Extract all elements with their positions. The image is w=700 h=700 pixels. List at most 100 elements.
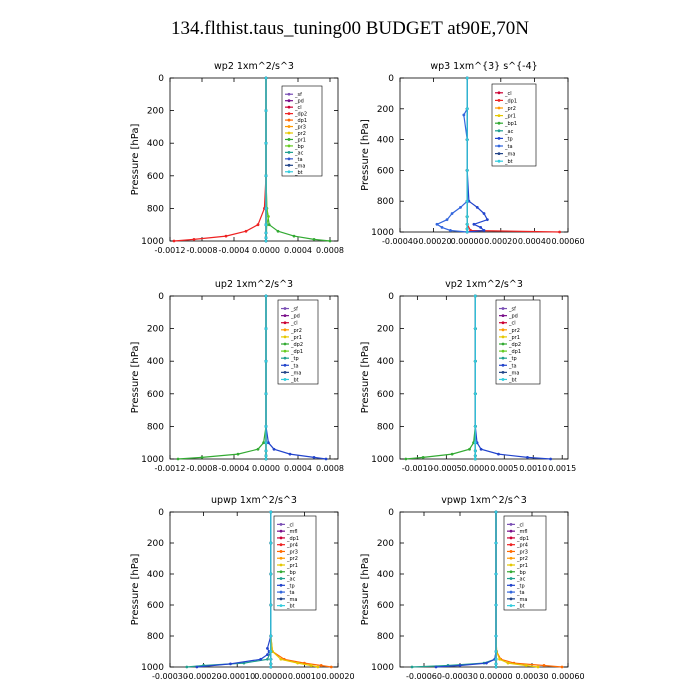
legend-entry: _ac bbox=[294, 150, 304, 156]
y-tick-label: 800 bbox=[147, 204, 164, 214]
x-tick-label: 0.0000 bbox=[252, 464, 280, 473]
data-point bbox=[410, 665, 414, 669]
data-point bbox=[435, 222, 439, 226]
legend-entry: _cl bbox=[508, 321, 516, 327]
panel-title: upwp 1xm^2/s^3 bbox=[211, 495, 297, 506]
y-tick-label: 800 bbox=[147, 422, 164, 432]
data-point bbox=[494, 634, 498, 638]
legend-entry: _dp2 bbox=[508, 342, 521, 348]
data-point bbox=[319, 664, 323, 667]
data-point bbox=[465, 230, 469, 234]
y-tick-label: 200 bbox=[377, 105, 394, 115]
legend-entry: _pr3 bbox=[516, 549, 528, 555]
legend-entry: _pr1 bbox=[508, 335, 520, 341]
legend-entry: _ma bbox=[508, 370, 519, 376]
legend: _cl_mfl_dp1_pr4_pr3_pr2_pr1_bp_ac_tp_ta_… bbox=[273, 515, 317, 611]
data-point bbox=[269, 657, 273, 661]
data-point bbox=[465, 222, 469, 226]
legend-entry: _tp bbox=[508, 356, 517, 362]
legend-marker bbox=[279, 536, 283, 540]
y-axis-label: Pressure [hPa] bbox=[360, 342, 371, 414]
legend-marker bbox=[497, 144, 501, 148]
legend-marker bbox=[509, 550, 513, 553]
legend-entry: _mfl bbox=[516, 529, 528, 535]
x-tick-label: 0.0004 bbox=[284, 464, 312, 473]
y-tick-label: 0 bbox=[158, 74, 164, 84]
data-point bbox=[549, 457, 553, 461]
y-tick-label: 800 bbox=[147, 632, 164, 642]
series-line-dp2 bbox=[405, 296, 476, 460]
legend-entry: _cl bbox=[516, 522, 524, 528]
legend-marker bbox=[501, 328, 505, 332]
data-point bbox=[269, 541, 273, 545]
data-point bbox=[558, 230, 561, 234]
data-point bbox=[200, 455, 204, 459]
data-point bbox=[264, 425, 268, 428]
legend-marker bbox=[279, 550, 283, 553]
figure-title: 134.flthist.taus_tuning00 BUDGET at90E,7… bbox=[171, 18, 529, 39]
data-point bbox=[276, 229, 280, 233]
legend-entry: _tp bbox=[516, 583, 525, 589]
data-point bbox=[328, 239, 332, 243]
y-tick-label: 0 bbox=[388, 508, 394, 518]
legend-marker bbox=[501, 342, 505, 346]
chart-panel-2: wp3 1xm^{3} s^{-4} Pressure [hPa] 0 200 400 6… bbox=[360, 61, 585, 246]
x-tick-label: 0.00030 bbox=[515, 672, 548, 681]
data-point bbox=[269, 510, 273, 514]
data-point bbox=[264, 207, 268, 210]
data-point bbox=[472, 222, 476, 226]
data-point bbox=[434, 665, 438, 669]
chart-panel-3: up2 1xm^2/s^3 Pressure [hPa] 0 200 400 600 800… bbox=[130, 279, 344, 473]
data-point bbox=[473, 449, 477, 453]
legend-marker bbox=[283, 356, 287, 360]
legend-marker bbox=[497, 152, 501, 156]
x-tick-label: -0.00030 bbox=[442, 672, 478, 681]
data-point bbox=[494, 662, 498, 666]
data-point bbox=[269, 572, 273, 576]
plot-frame bbox=[169, 295, 339, 460]
y-tick-label: 1000 bbox=[371, 228, 394, 238]
legend-marker bbox=[287, 138, 291, 141]
legend-entry: _pd bbox=[508, 314, 518, 320]
legend-entry: _pr3 bbox=[286, 549, 298, 555]
data-point bbox=[475, 205, 479, 209]
y-tick-label: 400 bbox=[147, 139, 164, 149]
legend-marker bbox=[287, 118, 291, 122]
data-point bbox=[506, 661, 510, 665]
data-point bbox=[465, 107, 469, 111]
x-tick-label: 0.0000 bbox=[252, 246, 280, 255]
legend-entry: _bt bbox=[504, 159, 513, 165]
x-tick-label: 0.0004 bbox=[284, 246, 312, 255]
data-point bbox=[264, 327, 268, 330]
data-point bbox=[192, 237, 196, 241]
legend-entry: _dp2 bbox=[294, 112, 307, 118]
legend-marker bbox=[501, 363, 505, 367]
data-point bbox=[465, 138, 469, 142]
legend-entry: _dp1 bbox=[504, 98, 517, 104]
legend-entry: _bt bbox=[294, 170, 303, 176]
legend-entry: _ta bbox=[516, 590, 525, 596]
legend-entry: _bt bbox=[516, 604, 525, 610]
data-point bbox=[473, 327, 477, 330]
legend-entry: _cl bbox=[290, 321, 298, 327]
legend-marker bbox=[497, 137, 501, 140]
legend-box bbox=[495, 299, 541, 385]
data-point bbox=[485, 661, 488, 665]
plot-frame bbox=[169, 511, 339, 668]
legend-marker bbox=[509, 604, 513, 608]
data-point bbox=[264, 223, 268, 227]
legend-marker bbox=[279, 529, 283, 533]
data-point bbox=[264, 359, 268, 363]
legend-marker bbox=[279, 543, 283, 547]
legend-entry: _pr2 bbox=[508, 328, 520, 334]
legend-entry: _bp bbox=[516, 570, 526, 576]
data-point bbox=[312, 237, 316, 241]
series-line-dp2 bbox=[173, 78, 267, 242]
data-point bbox=[266, 657, 269, 661]
data-point bbox=[479, 447, 483, 451]
legend-entry: _pd bbox=[294, 99, 304, 105]
data-point bbox=[224, 234, 228, 238]
legend-marker bbox=[287, 163, 291, 167]
legend-marker bbox=[283, 321, 287, 325]
legend-entry: _tp bbox=[290, 356, 299, 362]
